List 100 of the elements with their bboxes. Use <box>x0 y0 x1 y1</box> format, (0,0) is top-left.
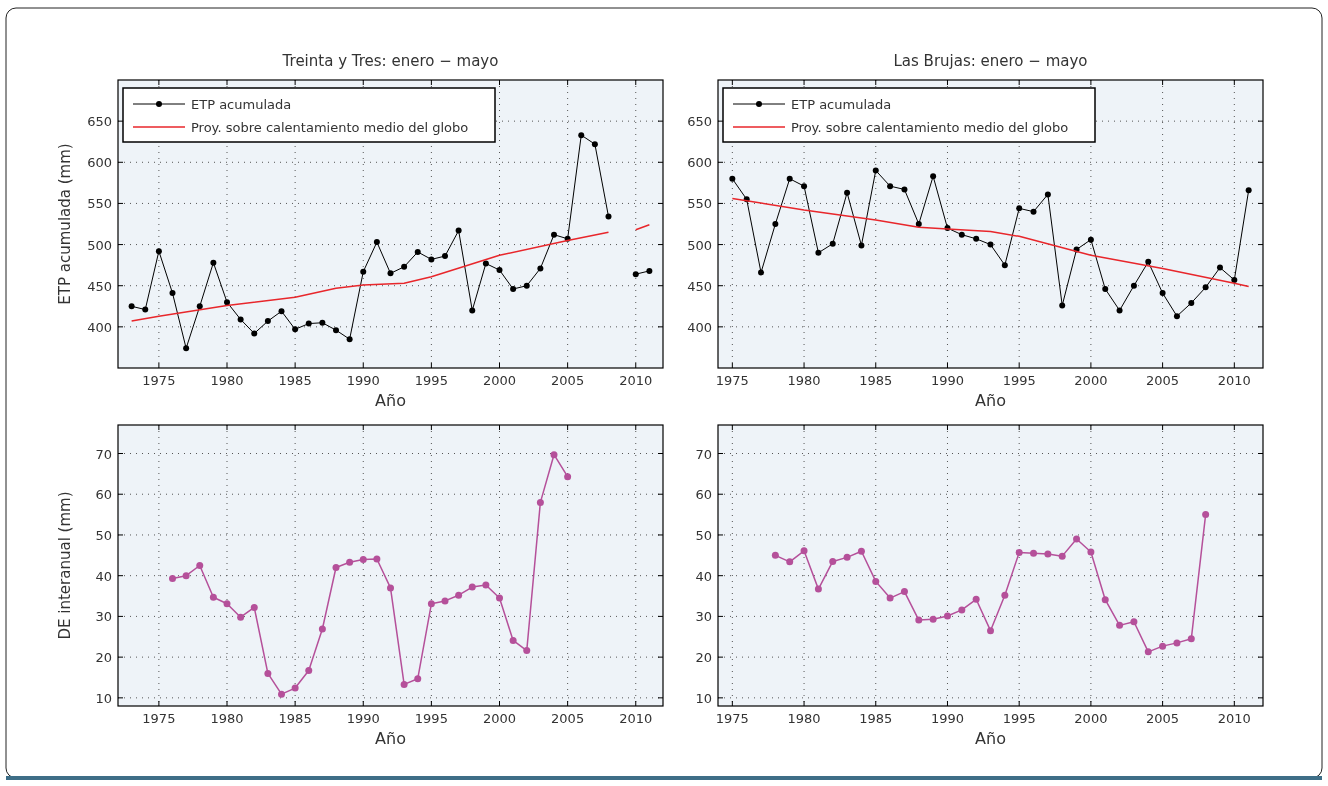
x-tick-label: 2000 <box>1074 711 1108 726</box>
y-tick-label: 450 <box>87 278 112 294</box>
x-tick-label: 1990 <box>346 711 380 726</box>
point <box>564 473 572 481</box>
point <box>829 240 836 247</box>
point <box>1130 618 1138 626</box>
x-axis-title: Año <box>375 391 406 410</box>
point <box>319 319 326 326</box>
y-tick-label: 40 <box>95 568 112 584</box>
x-tick-label: 1995 <box>414 711 448 726</box>
point <box>523 282 530 289</box>
chart-title: Las Brujas: enero − mayo <box>893 52 1088 70</box>
point <box>1001 262 1008 269</box>
point <box>482 260 489 267</box>
x-tick-label: 1985 <box>859 373 893 388</box>
y-tick-label: 20 <box>695 650 712 666</box>
y-tick-label: 30 <box>95 609 112 625</box>
legend-label: Proy. sobre calentamiento medio del globo <box>191 120 469 135</box>
point <box>1001 591 1009 599</box>
point <box>387 584 394 592</box>
point <box>509 636 517 644</box>
y-tick-label: 650 <box>687 114 712 130</box>
point <box>1173 639 1181 647</box>
x-tick-label: 1995 <box>1002 373 1036 388</box>
point <box>468 583 476 591</box>
y-axis-title: ETP acumulada (mm) <box>56 143 74 305</box>
point <box>872 167 879 174</box>
point <box>1044 191 1051 198</box>
point <box>332 564 340 572</box>
point <box>1159 290 1166 297</box>
point <box>1188 299 1195 306</box>
point <box>958 231 965 238</box>
point <box>646 267 653 274</box>
point <box>1101 596 1109 604</box>
point <box>973 235 980 242</box>
x-tick-label: 2010 <box>1217 711 1251 726</box>
point <box>414 675 422 683</box>
point <box>536 498 544 506</box>
point <box>872 577 880 585</box>
y-tick-label: 50 <box>695 527 712 543</box>
y-tick-label: 650 <box>87 114 112 130</box>
point <box>469 307 476 314</box>
x-tick-label: 1985 <box>278 373 312 388</box>
point <box>551 231 557 238</box>
point <box>786 175 793 182</box>
point <box>1087 236 1094 243</box>
point <box>169 290 176 297</box>
point <box>251 330 258 337</box>
point <box>496 594 503 602</box>
point <box>814 585 822 593</box>
x-axis-title: Año <box>975 729 1006 748</box>
point <box>414 248 421 255</box>
y-tick-label: 70 <box>695 446 712 462</box>
x-tick-label: 2010 <box>619 373 653 388</box>
point <box>1030 549 1038 557</box>
x-tick-label: 1995 <box>1002 711 1036 726</box>
point <box>772 221 779 227</box>
point <box>142 306 149 313</box>
point <box>1159 642 1167 650</box>
point <box>605 213 612 220</box>
point <box>930 173 937 180</box>
x-tick-label: 1980 <box>787 373 821 388</box>
y-tick-label: 20 <box>95 650 112 666</box>
point <box>169 575 176 583</box>
y-tick-label: 400 <box>687 319 712 335</box>
point <box>815 249 822 256</box>
point <box>1016 205 1023 212</box>
point <box>291 684 299 692</box>
point <box>292 326 299 333</box>
point <box>858 242 865 249</box>
point <box>496 267 503 274</box>
x-tick-label: 1990 <box>930 373 965 388</box>
point <box>1116 621 1124 629</box>
point <box>387 270 394 277</box>
point <box>843 553 851 561</box>
y-axis-title: DE interanual (mm) <box>56 491 74 640</box>
point <box>1202 511 1210 519</box>
point <box>915 616 923 624</box>
y-tick-label: 60 <box>695 487 712 503</box>
x-tick-label: 2005 <box>551 373 585 388</box>
point <box>1173 313 1180 320</box>
point <box>758 269 765 276</box>
x-tick-label: 1990 <box>930 711 965 726</box>
x-tick-label: 1980 <box>210 711 244 726</box>
chart-title: Treinta y Tres: enero − mayo <box>281 52 499 70</box>
point <box>401 263 408 270</box>
point <box>318 625 326 633</box>
point <box>958 606 966 614</box>
point <box>537 265 544 272</box>
x-tick-label: 1975 <box>142 711 176 726</box>
line-series <box>731 197 1250 288</box>
point <box>1030 208 1037 215</box>
point <box>128 303 135 310</box>
point <box>264 318 271 325</box>
point <box>987 241 994 248</box>
point <box>1058 552 1066 560</box>
x-tick-label: 2000 <box>482 711 517 726</box>
y-tick-label: 500 <box>87 237 112 253</box>
point <box>771 551 779 559</box>
point <box>901 186 908 193</box>
